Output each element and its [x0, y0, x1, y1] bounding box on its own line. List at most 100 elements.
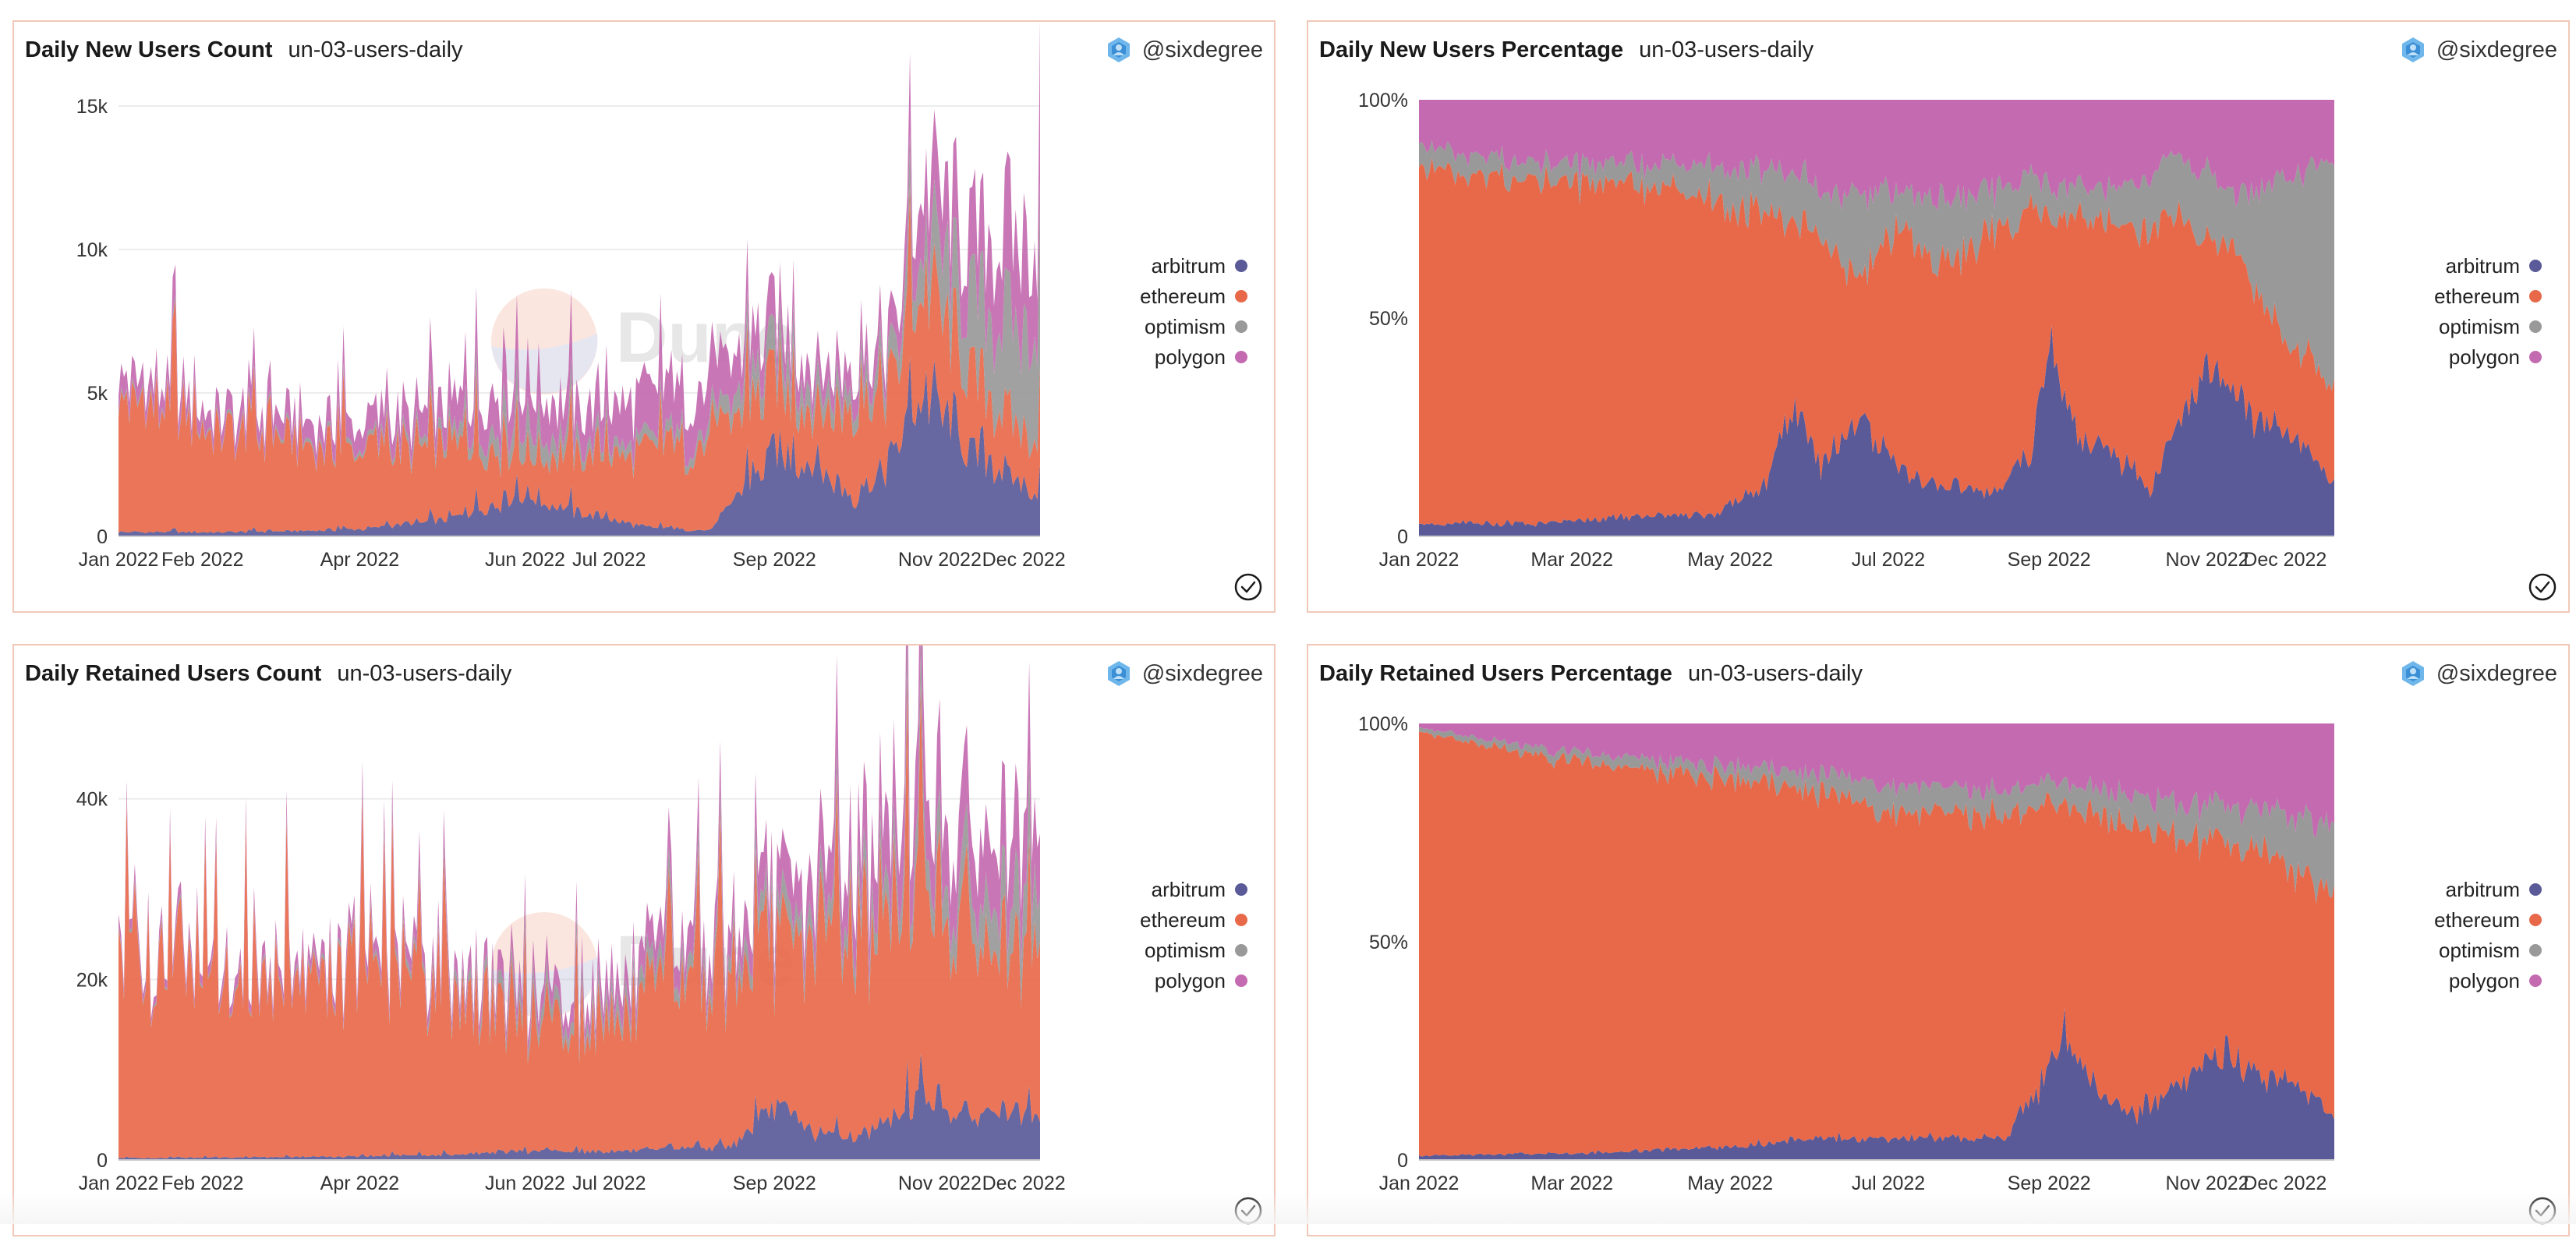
legend-swatch	[1235, 290, 1247, 302]
legend-label: ethereum	[2434, 285, 2520, 308]
legend-swatch	[2529, 320, 2542, 333]
legend-item-optimism[interactable]: optimism	[1145, 939, 1247, 962]
x-tick-label: Jan 2022	[1379, 1173, 1460, 1194]
x-tick-label: May 2022	[1687, 549, 1773, 571]
legend-swatch	[1235, 260, 1247, 272]
query-name[interactable]: un-03-users-daily	[1639, 37, 1814, 62]
panel-title[interactable]: Daily New Users Count	[25, 37, 273, 62]
legend-item-optimism[interactable]: optimism	[2439, 315, 2542, 338]
y-tick-label: 0	[1397, 526, 1408, 548]
y-tick-label: 50%	[1369, 308, 1408, 330]
x-tick-label: Feb 2022	[161, 549, 244, 571]
author-link[interactable]: @sixdegree	[2399, 660, 2557, 688]
legend-swatch	[1235, 974, 1247, 987]
query-name[interactable]: un-03-users-daily	[288, 37, 463, 62]
legend-label: ethereum	[2434, 908, 2520, 932]
legend-item-polygon[interactable]: polygon	[1155, 969, 1247, 992]
check-circle-icon[interactable]	[2528, 1196, 2557, 1226]
x-tick-label: Apr 2022	[320, 1173, 399, 1194]
series-area-arbitrum	[119, 355, 1040, 536]
legend-item-ethereum[interactable]: ethereum	[1140, 908, 1247, 932]
series-area-ethereum	[1419, 157, 2334, 527]
chart-panel-retained-users-count: Daily Retained Users Count un-03-users-d…	[12, 644, 1276, 1236]
series-area-polygon	[1419, 100, 2334, 212]
legend-item-polygon[interactable]: polygon	[2449, 345, 2542, 369]
check-circle-icon[interactable]	[2528, 572, 2557, 602]
panel-header: Daily Retained Users Count un-03-users-d…	[25, 656, 1263, 691]
series-area-arbitrum	[1419, 324, 2334, 536]
legend-swatch	[2529, 290, 2542, 302]
legend-swatch	[1235, 351, 1247, 363]
legend-item-optimism[interactable]: optimism	[1145, 315, 1247, 338]
series-area-polygon	[1419, 723, 2334, 838]
x-tick-label: Sep 2022	[2008, 549, 2091, 571]
series-area-optimism	[1419, 140, 2334, 391]
legend-item-arbitrum[interactable]: arbitrum	[2446, 254, 2542, 278]
author-name: @sixdegree	[1141, 660, 1263, 686]
x-tick-label: Feb 2022	[161, 1173, 244, 1194]
legend-item-polygon[interactable]: polygon	[2449, 969, 2542, 992]
panel-header: Daily Retained Users Percentage un-03-us…	[1319, 656, 2557, 691]
y-tick-label: 0	[1397, 1150, 1408, 1172]
legend-item-arbitrum[interactable]: arbitrum	[1152, 254, 1247, 278]
panel-header: Daily New Users Count un-03-users-daily …	[25, 33, 1263, 67]
legend-swatch	[2529, 974, 2542, 987]
x-tick-label: Jul 2022	[1852, 549, 1926, 571]
chart-panel-new-users-percentage: Daily New Users Percentage un-03-users-d…	[1307, 20, 2570, 613]
y-tick-label: 40k	[76, 789, 108, 811]
x-tick-label: Nov 2022	[898, 1173, 982, 1194]
legend-swatch	[1235, 944, 1247, 957]
legend-item-polygon[interactable]: polygon	[1155, 345, 1247, 369]
x-tick-label: Jul 2022	[572, 1173, 646, 1194]
x-tick-label: Jun 2022	[485, 1173, 565, 1194]
legend-label: arbitrum	[1152, 254, 1226, 278]
query-name[interactable]: un-03-users-daily	[1687, 660, 1863, 686]
author-name: @sixdegree	[2436, 37, 2557, 62]
panel-header: Daily New Users Percentage un-03-users-d…	[1319, 33, 2557, 67]
query-name[interactable]: un-03-users-daily	[337, 660, 512, 686]
legend-item-ethereum[interactable]: ethereum	[2434, 908, 2542, 932]
legend-swatch	[2529, 351, 2542, 363]
y-tick-label: 5k	[87, 383, 108, 405]
check-circle-icon[interactable]	[1233, 1196, 1263, 1226]
x-tick-label: Nov 2022	[2166, 549, 2249, 571]
legend-label: polygon	[2449, 969, 2520, 992]
y-tick-label: 100%	[1358, 90, 1408, 111]
legend-swatch	[1235, 320, 1247, 333]
x-tick-label: Jul 2022	[1852, 1173, 1926, 1194]
panel-title[interactable]: Daily New Users Percentage	[1319, 37, 1624, 62]
dune-user-icon	[2401, 661, 2424, 686]
legend-item-ethereum[interactable]: ethereum	[2434, 285, 2542, 308]
legend-swatch	[2529, 260, 2542, 272]
legend-label: optimism	[2439, 939, 2520, 962]
y-tick-label: 0	[97, 1150, 108, 1172]
x-tick-label: Mar 2022	[1530, 549, 1613, 571]
legend-swatch	[1235, 914, 1247, 926]
legend-item-ethereum[interactable]: ethereum	[1140, 285, 1247, 308]
legend-label: polygon	[2449, 345, 2520, 369]
legend-item-optimism[interactable]: optimism	[2439, 939, 2542, 962]
dune-user-icon	[1107, 661, 1130, 686]
x-tick-label: Jul 2022	[572, 549, 646, 571]
x-tick-label: Dec 2022	[982, 549, 1066, 571]
legend-item-arbitrum[interactable]: arbitrum	[2446, 878, 2542, 901]
panel-title[interactable]: Daily Retained Users Count	[25, 660, 322, 686]
x-tick-label: Sep 2022	[2008, 1173, 2091, 1194]
x-tick-label: Jan 2022	[1379, 549, 1460, 571]
legend-label: ethereum	[1140, 285, 1226, 308]
panel-title[interactable]: Daily Retained Users Percentage	[1319, 660, 1672, 686]
check-circle-icon[interactable]	[1233, 572, 1263, 602]
legend-label: ethereum	[1140, 908, 1226, 932]
x-tick-label: Sep 2022	[733, 1173, 816, 1194]
x-tick-label: Dec 2022	[2243, 549, 2327, 571]
x-tick-label: Jan 2022	[79, 549, 159, 571]
legend-label: polygon	[1155, 969, 1226, 992]
y-tick-label: 50%	[1369, 932, 1408, 953]
author-link[interactable]: @sixdegree	[1105, 660, 1263, 688]
legend-label: polygon	[1155, 345, 1226, 369]
legend-item-arbitrum[interactable]: arbitrum	[1152, 878, 1247, 901]
author-link[interactable]: @sixdegree	[2399, 36, 2557, 64]
author-link[interactable]: @sixdegree	[1105, 36, 1263, 64]
